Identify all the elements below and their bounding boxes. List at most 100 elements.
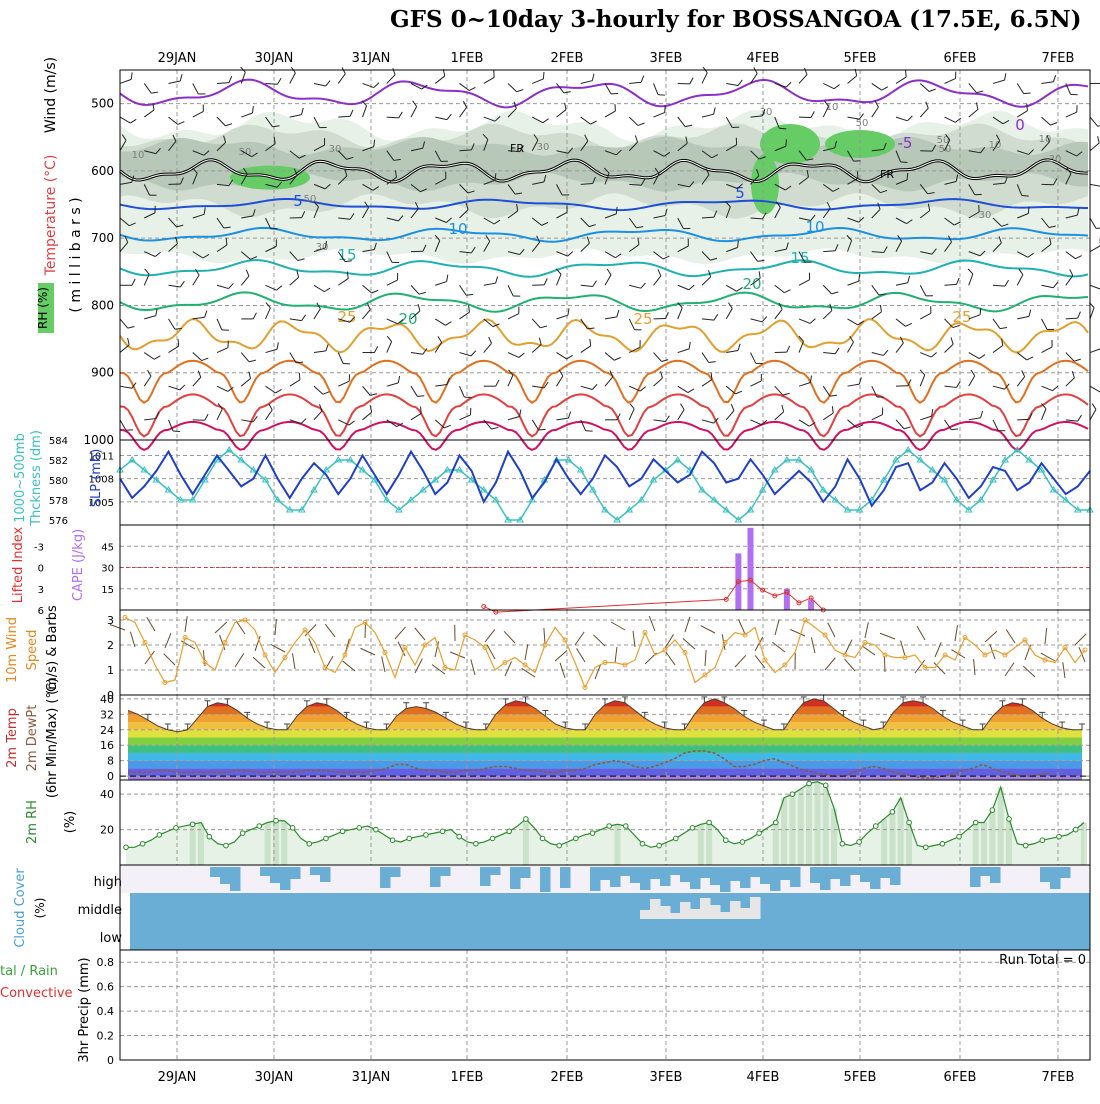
axis-label-precip: 3hr Precip (mm) — [77, 957, 92, 1062]
temp-band — [120, 768, 1090, 776]
isotherm-label: 25 — [633, 310, 652, 328]
rh2m-tick-label: 20 — [100, 824, 114, 837]
wind-barb — [290, 380, 300, 386]
wind-barb — [678, 386, 688, 392]
li-tick-label: 6 — [38, 606, 44, 617]
temp-tick-label: 24 — [100, 724, 114, 737]
cloud-high-cell — [670, 867, 681, 875]
wind-barb — [805, 68, 808, 75]
rh2m-point — [840, 841, 845, 846]
wind-barb — [338, 279, 348, 286]
pressure-tick-label: 600 — [91, 164, 114, 178]
rh-contour-label: 30 — [979, 210, 992, 221]
wind-barb — [387, 336, 391, 341]
wind-barb — [290, 115, 302, 117]
isotherm-20 — [120, 292, 1088, 311]
wind-barb — [882, 87, 888, 90]
wind-barb — [1042, 319, 1048, 330]
legend-total-rain: tal / Rain — [0, 964, 58, 979]
wind-barb — [1050, 123, 1057, 126]
wind10-barb — [1005, 663, 1014, 676]
wind-barb — [678, 308, 682, 319]
wind-barb — [1005, 73, 1006, 80]
wind10-barb — [415, 628, 425, 640]
date-label-top: 4FEB — [747, 51, 780, 66]
wind-barb — [681, 404, 685, 410]
wind-barb — [811, 111, 814, 117]
wind-barb — [678, 117, 685, 126]
wind-barb — [786, 139, 787, 146]
wind10-barb — [666, 652, 675, 665]
rh2m-point — [1073, 827, 1078, 832]
wind10-barb — [415, 659, 422, 673]
wind-barb — [641, 283, 646, 288]
wind-barb — [617, 310, 619, 317]
wind-barb — [629, 409, 634, 420]
wind-barb — [130, 119, 136, 123]
wind-barb — [907, 173, 908, 180]
wind-barb — [907, 116, 912, 121]
date-label-bottom: 3FEB — [650, 1070, 683, 1085]
rh2m-point — [390, 838, 395, 843]
wind-barb — [629, 82, 641, 83]
cloud-high-cell — [630, 867, 641, 883]
wind-barb — [460, 285, 467, 295]
wind-barb — [508, 314, 519, 319]
wind-barb — [702, 277, 711, 285]
wind-barb — [630, 403, 634, 408]
wind10-barb — [164, 654, 175, 665]
wind-barb — [581, 81, 593, 84]
wind-barb — [217, 117, 225, 126]
cloud-high-cell — [680, 867, 691, 882]
cloud-high-cell — [730, 867, 741, 881]
wind-barb — [399, 112, 403, 118]
rh2m-point — [257, 824, 262, 829]
wind-barb — [1017, 353, 1026, 360]
thickness-tick-label: 582 — [49, 456, 68, 467]
wind-barb — [202, 358, 209, 361]
isotherm-label: 5 — [293, 192, 303, 210]
wind-barb — [266, 83, 278, 84]
wind-barb — [810, 319, 815, 324]
wind-barb — [786, 82, 791, 87]
wind-barb — [823, 353, 835, 354]
wind-barb — [1042, 386, 1053, 390]
wind-barb — [1078, 415, 1082, 421]
rh2m-point — [973, 820, 978, 825]
wind-barb — [1066, 378, 1075, 386]
cloud-high-cell — [810, 867, 821, 883]
rh2m-point — [474, 841, 479, 846]
precip-tick-label: 0.8 — [97, 956, 115, 969]
wind-panel-frame — [120, 610, 1090, 695]
rh2m-point — [740, 840, 745, 845]
rh2m-point — [374, 827, 379, 832]
wind10-barb — [865, 622, 868, 638]
wind-barb — [277, 342, 278, 349]
cloud-high-cell — [430, 867, 441, 887]
wind-barb — [246, 270, 249, 276]
wind-barb — [253, 313, 256, 319]
cloud-high-cell — [280, 867, 291, 890]
wind-barb — [557, 376, 563, 386]
wind-barb — [144, 110, 154, 117]
wind10-barb — [185, 616, 187, 632]
wind-barb — [290, 277, 299, 285]
rh2m-point — [823, 783, 828, 788]
wind-barb — [872, 353, 884, 356]
wind-barb — [607, 269, 611, 275]
wind-barb — [460, 386, 465, 397]
rh2m-point — [1007, 817, 1012, 822]
wind-barb — [906, 70, 907, 77]
rh2m-point — [1057, 834, 1062, 839]
wind10-barb — [253, 657, 265, 668]
wind-barb — [1053, 75, 1055, 82]
wind10-barb — [130, 632, 135, 647]
wind-barb — [296, 362, 303, 363]
wind-barb — [709, 362, 716, 363]
rh2m-point — [524, 817, 529, 822]
wind-barb — [782, 405, 784, 412]
wind10-barb — [701, 626, 715, 633]
wind-barb — [592, 74, 594, 81]
wind10-barb — [1045, 628, 1047, 644]
wind-tick-label: 2 — [107, 639, 114, 652]
